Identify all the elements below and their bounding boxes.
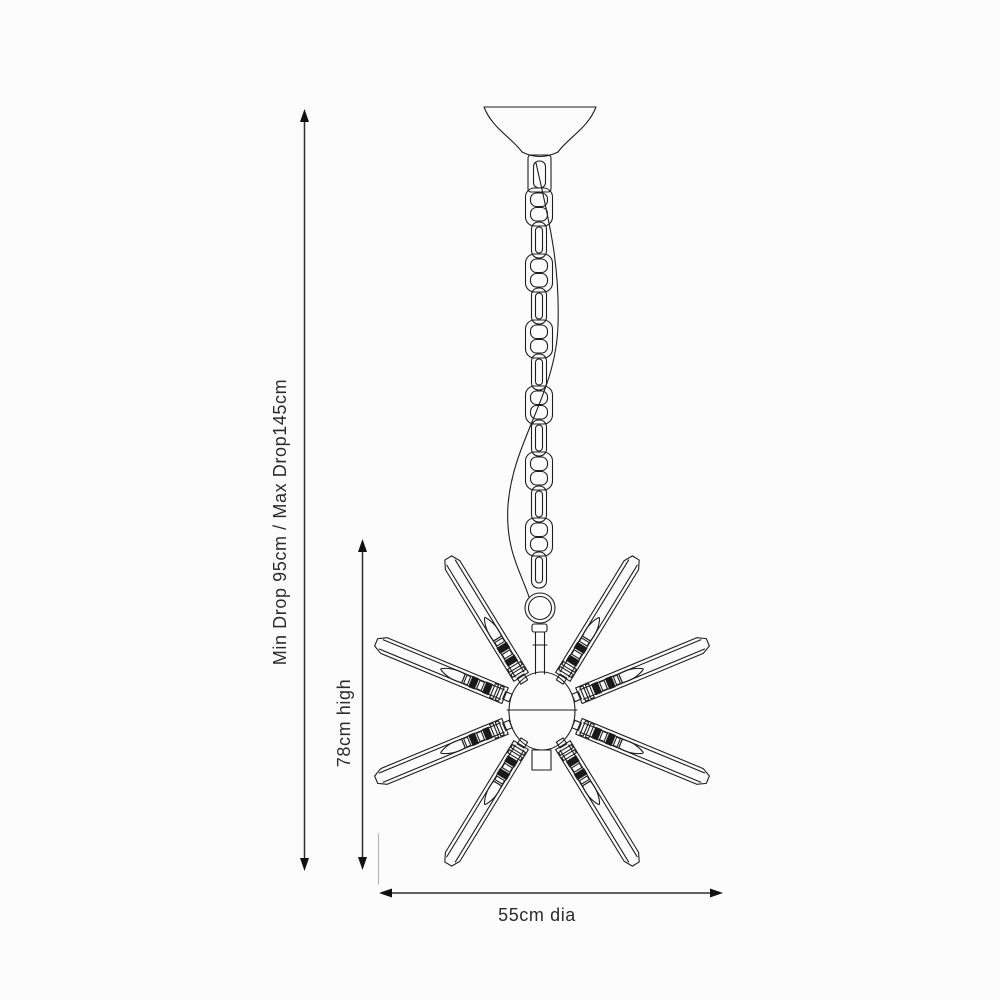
- chain: [524, 187, 554, 589]
- dimension-height-arrow: [358, 539, 367, 870]
- arm-blade: [440, 734, 533, 870]
- dimension-drop-arrow: [300, 109, 309, 871]
- ceiling-rose: [484, 107, 596, 192]
- center-sphere: [507, 672, 577, 770]
- arm-blade: [551, 552, 644, 688]
- hanging-ring: [525, 593, 555, 632]
- stem: [533, 632, 547, 674]
- arm-blade: [372, 715, 515, 789]
- arm-blade: [440, 552, 533, 688]
- arm-blade: [372, 633, 515, 707]
- dimension-diameter-arrow: [379, 888, 723, 898]
- arm-blade: [569, 715, 712, 789]
- arm-blade: [569, 633, 712, 707]
- power-cable: [508, 163, 559, 597]
- arm-blade: [551, 734, 644, 870]
- starburst-arms: [372, 552, 712, 870]
